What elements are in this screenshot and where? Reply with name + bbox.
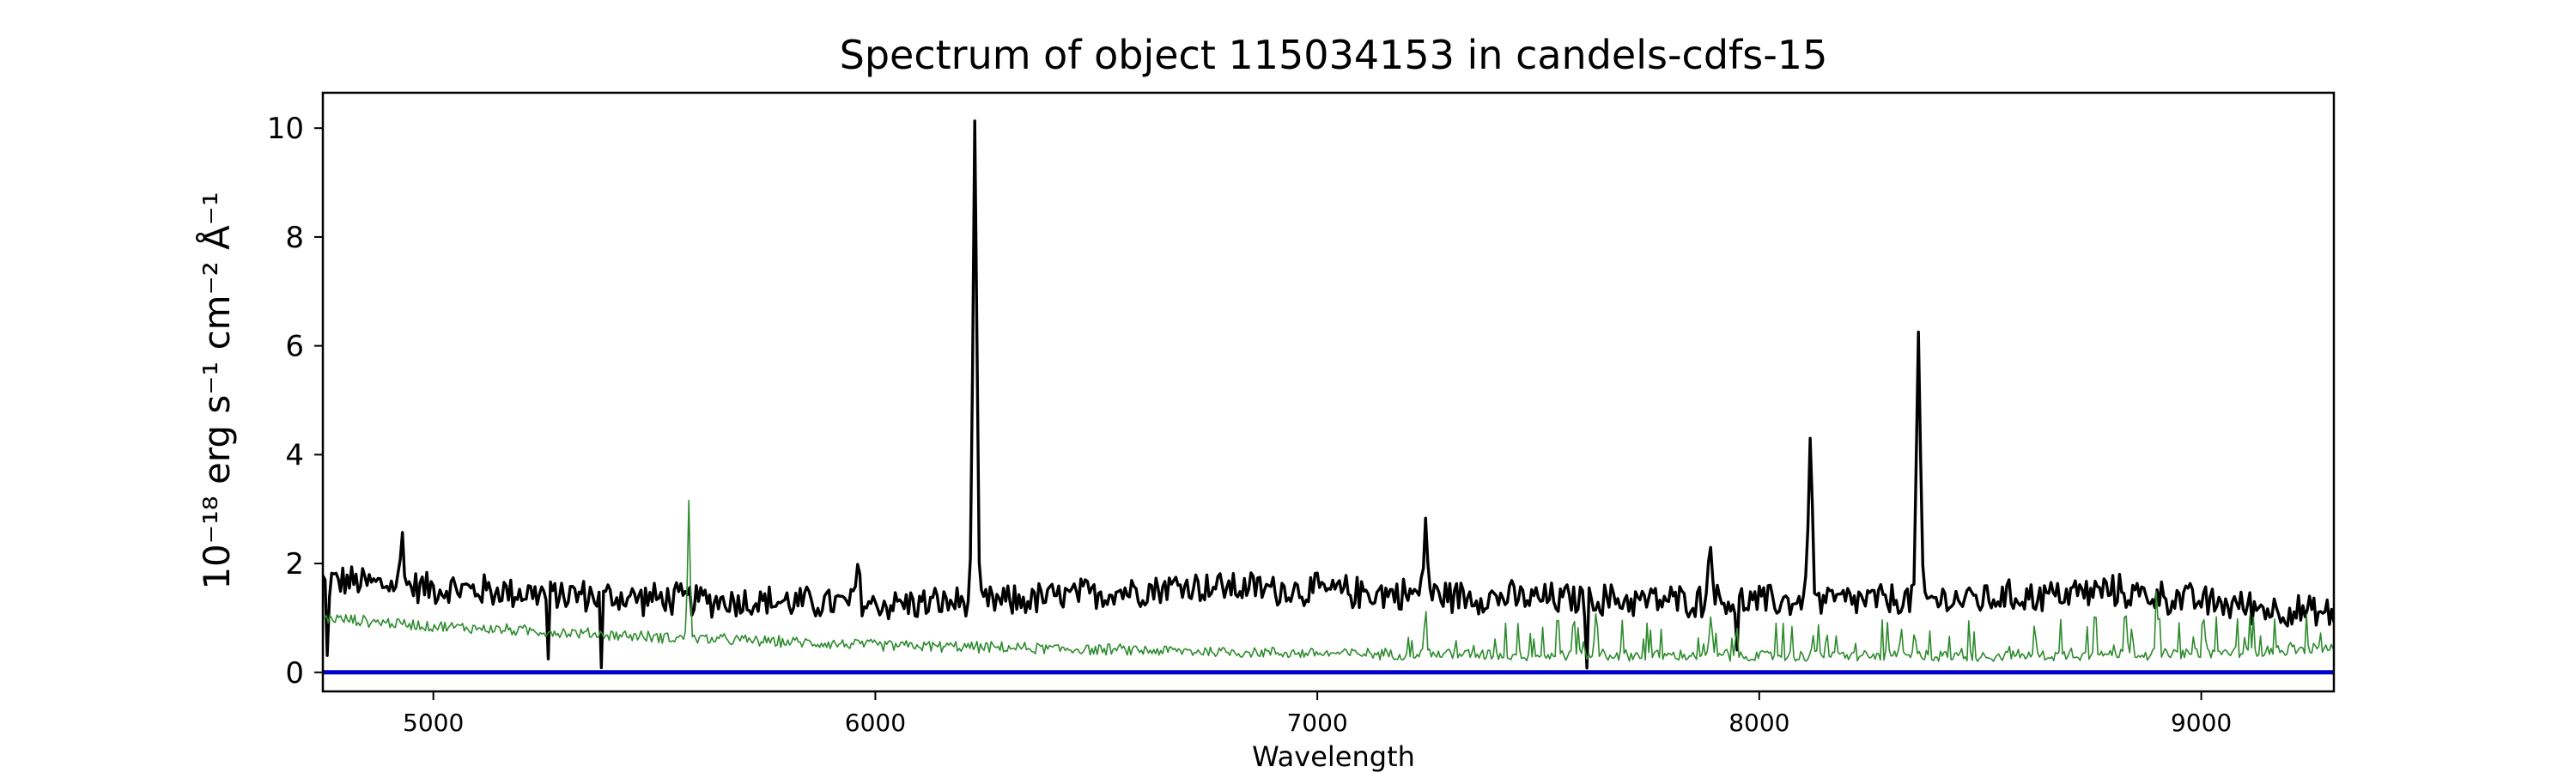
x-tick-label: 7000 bbox=[1286, 709, 1347, 737]
chart-title: Spectrum of object 115034153 in candels-… bbox=[840, 32, 1828, 78]
plot-frame bbox=[321, 91, 2336, 693]
x-tick-label: 9000 bbox=[2171, 709, 2232, 737]
y-axis-label: 10⁻¹⁸ erg s⁻¹ cm⁻² Å⁻¹ bbox=[195, 192, 238, 589]
y-tick-label: 6 bbox=[285, 330, 304, 364]
y-tick-label: 8 bbox=[285, 221, 304, 255]
x-tick-label: 8000 bbox=[1728, 709, 1789, 737]
series-noise-line bbox=[323, 499, 2334, 662]
y-tick-label: 10 bbox=[267, 112, 304, 146]
series-flux-line bbox=[323, 119, 2334, 670]
y-tick-label: 0 bbox=[285, 656, 304, 691]
plot-area: 5000 6000 7000 8000 9000 0 2 4 6 8 10 bbox=[267, 91, 2336, 737]
y-tick-label: 4 bbox=[285, 438, 304, 472]
x-tick-label: 5000 bbox=[403, 709, 464, 737]
y-tick-label: 2 bbox=[285, 547, 304, 581]
x-axis-label: Wavelength bbox=[1252, 740, 1415, 773]
x-tick-label: 6000 bbox=[845, 709, 906, 737]
